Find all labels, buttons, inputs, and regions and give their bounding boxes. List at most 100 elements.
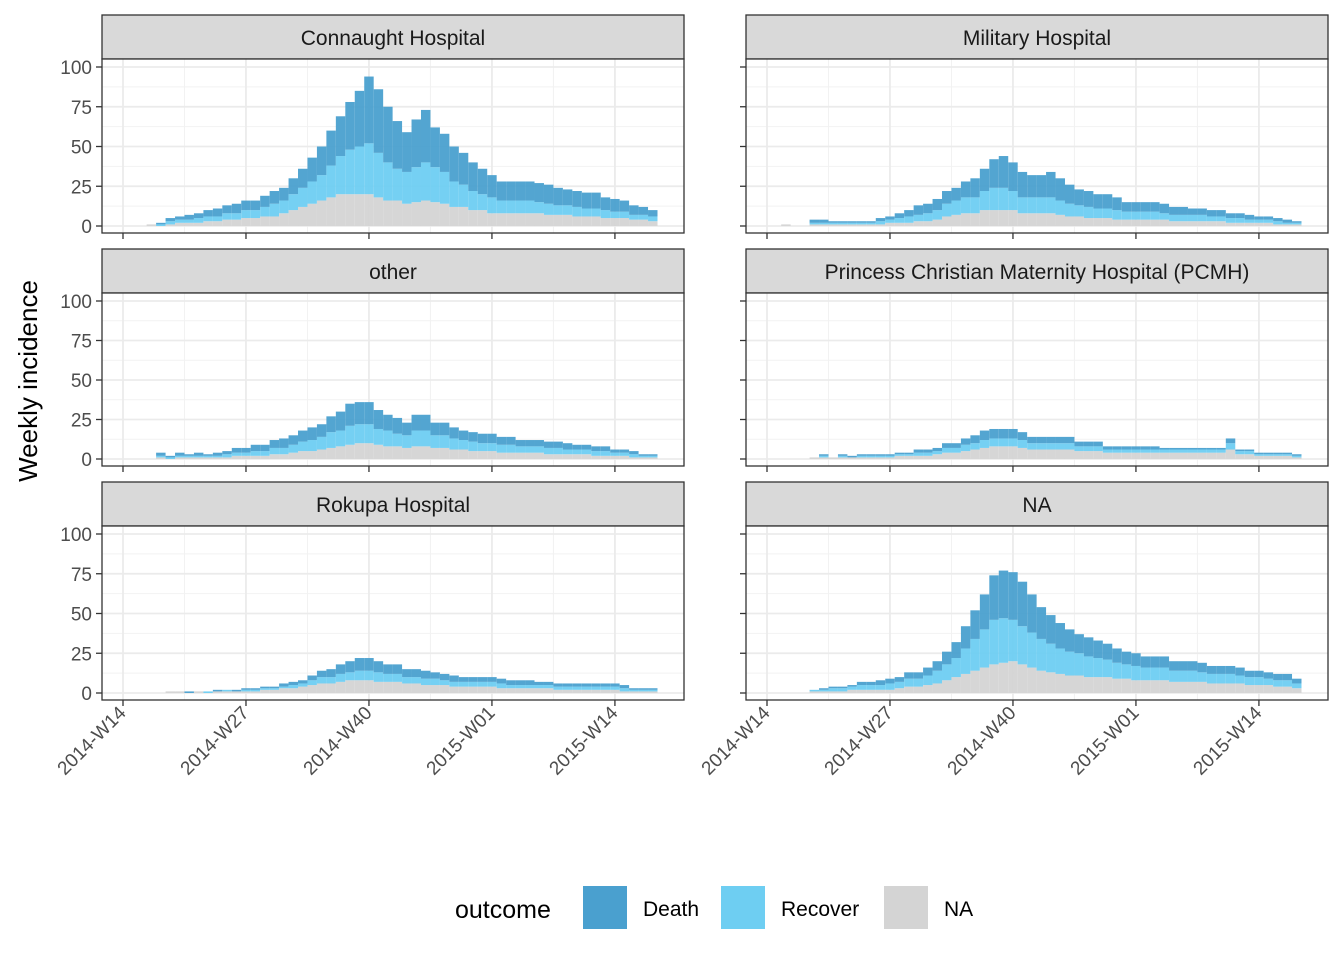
bar-recover-2015-W05 <box>525 685 535 689</box>
bar-death-2014-W35 <box>960 626 971 649</box>
bar-death-2014-W45 <box>1055 178 1065 201</box>
bar-death-2014-W18 <box>156 222 166 225</box>
bar-recover-2014-W51 <box>1112 210 1122 220</box>
bar-na-2015-W01 <box>1131 452 1141 459</box>
bar-death-2015-W06 <box>534 183 544 203</box>
bar-na-2014-W37 <box>335 194 346 226</box>
bar-na-2014-W32 <box>932 219 943 226</box>
bar-death-2015-W07 <box>543 184 554 204</box>
bar-recover-2015-W14 <box>1254 677 1264 686</box>
bar-na-2015-W05 <box>1169 452 1179 459</box>
bar-recover-2014-W37 <box>979 440 990 448</box>
bar-recover-2014-W41 <box>373 672 384 682</box>
bar-na-2014-W19 <box>165 691 176 693</box>
bar-recover-2014-W42 <box>383 430 393 447</box>
bar-death-2015-W11 <box>581 444 592 450</box>
bar-death-2014-W43 <box>1036 436 1047 444</box>
bar-na-2014-W42 <box>1027 213 1037 226</box>
bar-death-2015-W05 <box>1169 447 1179 450</box>
bar-na-2014-W19 <box>809 691 820 693</box>
bar-na-2014-W49 <box>1093 451 1103 459</box>
bar-na-2015-W18 <box>648 457 658 459</box>
bar-na-2014-W44 <box>402 447 412 459</box>
bar-recover-2014-W49 <box>449 438 459 450</box>
bar-death-2014-W29 <box>260 444 270 452</box>
bar-na-2014-W23 <box>847 457 857 459</box>
bar-death-2015-W03 <box>1150 446 1160 450</box>
bar-recover-2014-W20 <box>175 219 185 223</box>
bar-recover-2014-W45 <box>411 677 421 684</box>
bar-recover-2014-W33 <box>942 203 952 217</box>
bar-recover-2015-W14 <box>1254 454 1264 456</box>
bar-na-2015-W17 <box>1282 224 1293 226</box>
bar-death-2014-W28 <box>894 677 905 682</box>
bar-na-2014-W52 <box>477 210 488 226</box>
bar-death-2014-W33 <box>942 191 952 204</box>
bar-death-2014-W28 <box>250 444 261 452</box>
bar-recover-2014-W48 <box>1083 206 1094 219</box>
bar-na-2015-W05 <box>525 688 535 693</box>
bar-recover-2015-W11 <box>581 686 592 690</box>
bar-na-2014-W34 <box>951 677 961 693</box>
bar-death-2014-W35 <box>316 146 327 176</box>
bar-recover-2014-W30 <box>913 214 924 222</box>
bar-death-2014-W46 <box>1064 629 1075 652</box>
bar-death-2015-W16 <box>629 205 639 215</box>
bar-na-2015-W11 <box>1225 222 1236 226</box>
bar-recover-2014-W26 <box>875 221 886 225</box>
bar-recover-2015-W04 <box>515 446 526 453</box>
bar-death-2014-W20 <box>819 688 829 690</box>
bar-recover-2015-W07 <box>543 203 554 215</box>
bar-na-2014-W43 <box>1036 670 1047 693</box>
bar-recover-2014-W30 <box>913 452 924 456</box>
bar-death-2014-W19 <box>165 218 176 222</box>
bar-recover-2015-W16 <box>629 689 639 692</box>
bar-death-2014-W43 <box>1036 175 1047 198</box>
bar-na-2014-W31 <box>279 688 289 693</box>
bar-na-2014-W28 <box>894 222 905 226</box>
bar-na-2014-W51 <box>468 686 478 693</box>
bar-death-2014-W44 <box>402 422 412 436</box>
bar-recover-2014-W40 <box>1008 619 1018 662</box>
bar-recover-2015-W08 <box>553 205 563 215</box>
bar-na-2014-W49 <box>449 206 459 226</box>
bar-death-2015-W09 <box>1206 665 1217 674</box>
bar-death-2015-W17 <box>1282 673 1293 681</box>
bar-recover-2014-W48 <box>439 171 450 204</box>
bar-recover-2015-W06 <box>534 685 544 689</box>
bar-death-2015-W09 <box>562 189 573 206</box>
bar-death-2014-W24 <box>856 681 867 686</box>
bar-recover-2015-W11 <box>581 208 592 217</box>
bar-recover-2015-W09 <box>562 686 573 690</box>
bar-recover-2014-W52 <box>477 681 488 687</box>
bar-recover-2014-W44 <box>1046 197 1056 214</box>
bar-death-2014-W25 <box>222 451 232 455</box>
bar-recover-2014-W32 <box>288 444 299 453</box>
bar-recover-2014-W27 <box>885 455 895 458</box>
bar-na-2014-W41 <box>1017 664 1028 693</box>
legend-key-death <box>583 886 627 929</box>
bar-death-2014-W19 <box>809 219 820 223</box>
bar-na-2015-W06 <box>534 452 544 459</box>
bar-recover-2015-W01 <box>1131 449 1141 453</box>
bar-death-2015-W07 <box>543 681 554 686</box>
bar-na-2014-W48 <box>1083 451 1094 459</box>
bar-recover-2015-W02 <box>1140 449 1151 453</box>
bar-death-2014-W46 <box>420 109 431 163</box>
bar-recover-2015-W09 <box>1206 216 1217 222</box>
bar-na-2014-W33 <box>298 206 308 226</box>
bar-na-2015-W16 <box>1273 455 1283 459</box>
bar-death-2014-W39 <box>998 570 1009 619</box>
bar-death-2014-W50 <box>1102 194 1113 209</box>
bar-na-2014-W25 <box>222 219 232 226</box>
bar-death-2014-W41 <box>1017 432 1028 441</box>
bar-recover-2015-W03 <box>506 685 516 689</box>
bar-death-2015-W05 <box>525 181 535 201</box>
bar-recover-2014-W28 <box>250 210 261 219</box>
x-tick-label: 2014-W40 <box>944 703 1021 780</box>
bar-na-2014-W40 <box>364 194 374 226</box>
bar-na-2015-W14 <box>610 455 620 459</box>
bar-recover-2014-W48 <box>1083 446 1094 452</box>
bar-recover-2014-W34 <box>951 658 961 678</box>
bar-recover-2014-W43 <box>392 168 403 201</box>
